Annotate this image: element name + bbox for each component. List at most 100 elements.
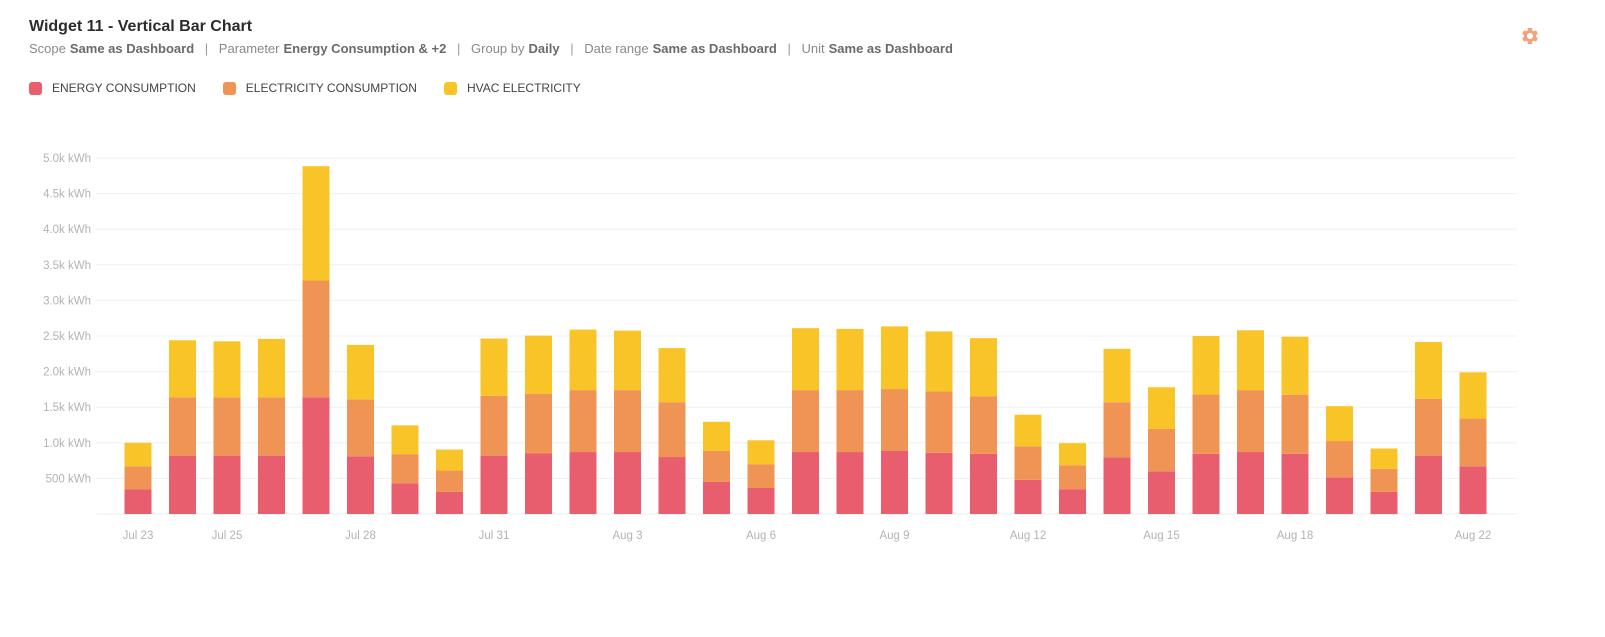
bar-segment[interactable]: Aug 13 — HVAC ELECTRICITY: 310 kWh	[1059, 443, 1086, 466]
bar-segment[interactable]: Aug 1 — HVAC ELECTRICITY: 815 kWh	[525, 335, 552, 394]
bar-segment[interactable]: Aug 19 — HVAC ELECTRICITY: 490 kWh	[1326, 406, 1353, 442]
meta-group-by: Group by Daily	[471, 41, 563, 56]
bar-segment[interactable]: Aug 19 — ENERGY CONSUMPTION: 515 kWh	[1326, 477, 1353, 514]
bar-segment[interactable]: Aug 6 — ELECTRICITY CONSUMPTION: 335 kWh	[747, 464, 775, 489]
bar-segment[interactable]: Aug 7 — ENERGY CONSUMPTION: 870 kWh	[792, 452, 819, 514]
bar-segment[interactable]: Aug 18 — ENERGY CONSUMPTION: 845 kWh	[1281, 453, 1309, 514]
legend-item-hvac-electricity[interactable]: HVAC ELECTRICITY	[443, 81, 581, 95]
bar-segment[interactable]: Aug 15 — HVAC ELECTRICITY: 585 kWh	[1148, 387, 1175, 429]
bar-segment[interactable]: Aug 19 — ELECTRICITY CONSUMPTION: 510 kW…	[1326, 441, 1353, 478]
bar-segment[interactable]: Aug 18 — HVAC ELECTRICITY: 815 kWh	[1281, 336, 1309, 395]
bar-segment[interactable]: Aug 21 — ENERGY CONSUMPTION: 820 kWh	[1415, 455, 1442, 514]
bar-segment[interactable]: Aug 9 — ENERGY CONSUMPTION: 890 kWh	[881, 450, 908, 514]
bar-segment[interactable]: Aug 15 — ENERGY CONSUMPTION: 600 kWh	[1148, 471, 1175, 514]
meta-scope: Scope Same as Dashboard	[29, 41, 198, 56]
bar-segment[interactable]: Aug 20 — ENERGY CONSUMPTION: 310 kWh	[1370, 491, 1398, 514]
gear-icon	[1522, 27, 1538, 44]
bar-segment[interactable]: Jul 24 — ENERGY CONSUMPTION: 820 kWh	[169, 455, 196, 514]
bar-segment[interactable]: Aug 14 — ENERGY CONSUMPTION: 795 kWh	[1103, 457, 1131, 514]
bar-segment[interactable]: Aug 15 — ELECTRICITY CONSUMPTION: 595 kW…	[1148, 428, 1175, 472]
bar-segment[interactable]: Aug 8 — ELECTRICITY CONSUMPTION: 870 kWh	[836, 390, 864, 453]
bar-segment[interactable]: Aug 14 — ELECTRICITY CONSUMPTION: 775 kW…	[1103, 402, 1131, 458]
bar-segment[interactable]: Aug 21 — ELECTRICITY CONSUMPTION: 800 kW…	[1415, 398, 1442, 456]
bar-segment[interactable]: Aug 22 — ELECTRICITY CONSUMPTION: 670 kW…	[1459, 418, 1487, 467]
bar-segment[interactable]: Jul 25 — ELECTRICITY CONSUMPTION: 820 kW…	[213, 397, 241, 456]
legend-item-energy-consumption[interactable]: ENERGY CONSUMPTION	[29, 81, 196, 95]
bar-segment[interactable]: Jul 28 — HVAC ELECTRICITY: 765 kWh	[347, 344, 374, 400]
bar-segment[interactable]: Aug 7 — ELECTRICITY CONSUMPTION: 870 kWh	[792, 390, 819, 453]
bar-segment[interactable]: Aug 6 — HVAC ELECTRICITY: 335 kWh	[747, 440, 775, 465]
bar-segment[interactable]: Aug 11 — ENERGY CONSUMPTION: 845 kWh	[970, 453, 997, 514]
bar-segment[interactable]: Jul 23 — ELECTRICITY CONSUMPTION: 325 kW…	[124, 466, 152, 490]
settings-button[interactable]	[1520, 26, 1540, 46]
bar-segment[interactable]: Aug 16 — ELECTRICITY CONSUMPTION: 835 kW…	[1192, 394, 1220, 454]
bar-segment[interactable]: Aug 10 — ENERGY CONSUMPTION: 860 kWh	[925, 452, 953, 514]
bar-segment[interactable]: Jul 30 — ENERGY CONSUMPTION: 310 kWh	[436, 491, 463, 514]
bar-segment[interactable]: Aug 12 — ENERGY CONSUMPTION: 480 kWh	[1014, 479, 1042, 514]
bar-segment[interactable]: Aug 17 — ELECTRICITY CONSUMPTION: 870 kW…	[1237, 390, 1264, 453]
bar-segment[interactable]: Aug 3 — ENERGY CONSUMPTION: 870 kWh	[614, 452, 641, 514]
bar-segment[interactable]: Aug 3 — ELECTRICITY CONSUMPTION: 870 kWh	[614, 390, 641, 453]
bar-segment[interactable]: Jul 25 — HVAC ELECTRICITY: 785 kWh	[213, 341, 241, 398]
bar-segment[interactable]: Jul 30 — HVAC ELECTRICITY: 295 kWh	[436, 449, 463, 471]
bar-segment[interactable]: Aug 16 — HVAC ELECTRICITY: 820 kWh	[1192, 336, 1220, 395]
bar-segment[interactable]: Aug 3 — HVAC ELECTRICITY: 835 kWh	[614, 330, 641, 391]
bar-segment[interactable]: Aug 8 — ENERGY CONSUMPTION: 870 kWh	[836, 452, 864, 514]
bar-segment[interactable]: Aug 18 — ELECTRICITY CONSUMPTION: 830 kW…	[1281, 394, 1309, 454]
bar-segment[interactable]: Aug 5 — HVAC ELECTRICITY: 410 kWh	[703, 421, 730, 451]
bar-segment[interactable]: Aug 4 — ENERGY CONSUMPTION: 800 kWh	[658, 457, 686, 514]
bar-segment[interactable]: Jul 24 — ELECTRICITY CONSUMPTION: 820 kW…	[169, 397, 196, 456]
bar-segment[interactable]: Jul 29 — HVAC ELECTRICITY: 405 kWh	[391, 425, 419, 455]
bar-segment[interactable]: Aug 4 — ELECTRICITY CONSUMPTION: 770 kWh	[658, 402, 686, 458]
bar-segment[interactable]: Jul 31 — HVAC ELECTRICITY: 805 kWh	[480, 338, 508, 396]
bar-segment[interactable]: Aug 6 — ENERGY CONSUMPTION: 365 kWh	[747, 488, 775, 514]
bar-segment[interactable]: Jul 23 — HVAC ELECTRICITY: 330 kWh	[124, 442, 152, 467]
bar-segment[interactable]: Aug 21 — HVAC ELECTRICITY: 795 kWh	[1415, 342, 1442, 399]
bar-segment[interactable]: Jul 27 — ENERGY CONSUMPTION: 1640 kWh	[302, 397, 330, 514]
bar-segment[interactable]: Aug 13 — ENERGY CONSUMPTION: 345 kWh	[1059, 489, 1086, 514]
bar-segment[interactable]: Jul 30 — ELECTRICITY CONSUMPTION: 300 kW…	[436, 470, 463, 492]
bar-segment[interactable]: Jul 24 — HVAC ELECTRICITY: 800 kWh	[169, 340, 196, 398]
bar-segment[interactable]: Aug 11 — HVAC ELECTRICITY: 815 kWh	[970, 338, 997, 397]
bar-segment[interactable]: Jul 23 — ENERGY CONSUMPTION: 345 kWh	[124, 489, 152, 514]
bar-segment[interactable]: Jul 25 — ENERGY CONSUMPTION: 820 kWh	[213, 455, 241, 514]
bar-segment[interactable]: Aug 1 — ENERGY CONSUMPTION: 850 kWh	[525, 453, 552, 514]
bar-segment[interactable]: Jul 26 — ELECTRICITY CONSUMPTION: 820 kW…	[258, 397, 285, 456]
bar-segment[interactable]: Aug 17 — HVAC ELECTRICITY: 840 kWh	[1237, 330, 1264, 391]
bar-segment[interactable]: Jul 27 — ELECTRICITY CONSUMPTION: 1640 k…	[302, 280, 330, 398]
bar-segment[interactable]: Aug 22 — ENERGY CONSUMPTION: 670 kWh	[1459, 466, 1487, 514]
bar-segment[interactable]: Aug 5 — ENERGY CONSUMPTION: 450 kWh	[703, 481, 730, 514]
bar-segment[interactable]: Jul 26 — HVAC ELECTRICITY: 820 kWh	[258, 338, 285, 398]
bar-segment[interactable]: Aug 5 — ELECTRICITY CONSUMPTION: 435 kWh	[703, 450, 730, 482]
bar-segment[interactable]: Jul 26 — ENERGY CONSUMPTION: 820 kWh	[258, 455, 285, 514]
bar-segment[interactable]: Aug 16 — ENERGY CONSUMPTION: 845 kWh	[1192, 453, 1220, 514]
bar-segment[interactable]: Aug 9 — HVAC ELECTRICITY: 880 kWh	[881, 326, 908, 390]
bar-segment[interactable]: Jul 27 — HVAC ELECTRICITY: 1605 kWh	[302, 166, 330, 281]
bar-segment[interactable]: Jul 31 — ELECTRICITY CONSUMPTION: 840 kW…	[480, 395, 508, 456]
bar-segment[interactable]: Jul 29 — ENERGY CONSUMPTION: 430 kWh	[391, 483, 419, 514]
bar-segment[interactable]: Jul 31 — ENERGY CONSUMPTION: 820 kWh	[480, 455, 508, 514]
bar-segment[interactable]: Aug 1 — ELECTRICITY CONSUMPTION: 840 kWh	[525, 393, 552, 454]
bar-segment[interactable]: Aug 22 — HVAC ELECTRICITY: 650 kWh	[1459, 372, 1487, 419]
bar-segment[interactable]: Aug 20 — ELECTRICITY CONSUMPTION: 325 kW…	[1370, 468, 1398, 492]
bar-segment[interactable]: Aug 12 — HVAC ELECTRICITY: 445 kWh	[1014, 414, 1042, 447]
bar-segment[interactable]: Aug 2 — ENERGY CONSUMPTION: 870 kWh	[569, 452, 597, 514]
bar-segment[interactable]: Aug 11 — ELECTRICITY CONSUMPTION: 810 kW…	[970, 396, 997, 454]
bar-segment[interactable]: Aug 7 — HVAC ELECTRICITY: 870 kWh	[792, 328, 819, 391]
bar-segment[interactable]: Aug 8 — HVAC ELECTRICITY: 860 kWh	[836, 328, 864, 391]
bar-segment[interactable]: Aug 17 — ENERGY CONSUMPTION: 870 kWh	[1237, 452, 1264, 514]
bar-segment[interactable]: Jul 28 — ELECTRICITY CONSUMPTION: 800 kW…	[347, 399, 374, 457]
bar-segment[interactable]: Aug 4 — HVAC ELECTRICITY: 760 kWh	[658, 348, 686, 403]
bar-segment[interactable]: Aug 2 — ELECTRICITY CONSUMPTION: 870 kWh	[569, 390, 597, 453]
bar-segment[interactable]: Aug 20 — HVAC ELECTRICITY: 285 kWh	[1370, 448, 1398, 469]
bar-segment[interactable]: Aug 12 — ELECTRICITY CONSUMPTION: 470 kW…	[1014, 446, 1042, 480]
bar-segment[interactable]: Aug 2 — HVAC ELECTRICITY: 850 kWh	[569, 329, 597, 391]
legend-item-electricity-consumption[interactable]: ELECTRICITY CONSUMPTION	[222, 81, 417, 95]
bar-segment[interactable]: Aug 14 — HVAC ELECTRICITY: 750 kWh	[1103, 348, 1131, 403]
bar-segment[interactable]: Jul 29 — ELECTRICITY CONSUMPTION: 410 kW…	[391, 454, 419, 484]
bar-segment[interactable]: Aug 10 — HVAC ELECTRICITY: 845 kWh	[925, 331, 953, 392]
bar-segment[interactable]: Aug 9 — ELECTRICITY CONSUMPTION: 865 kWh	[881, 389, 908, 451]
bar-segment[interactable]: Aug 10 — ELECTRICITY CONSUMPTION: 860 kW…	[925, 391, 953, 453]
bar-segment[interactable]: Jul 28 — ENERGY CONSUMPTION: 810 kWh	[347, 456, 374, 514]
bar-segment[interactable]: Aug 13 — ELECTRICITY CONSUMPTION: 340 kW…	[1059, 465, 1086, 490]
